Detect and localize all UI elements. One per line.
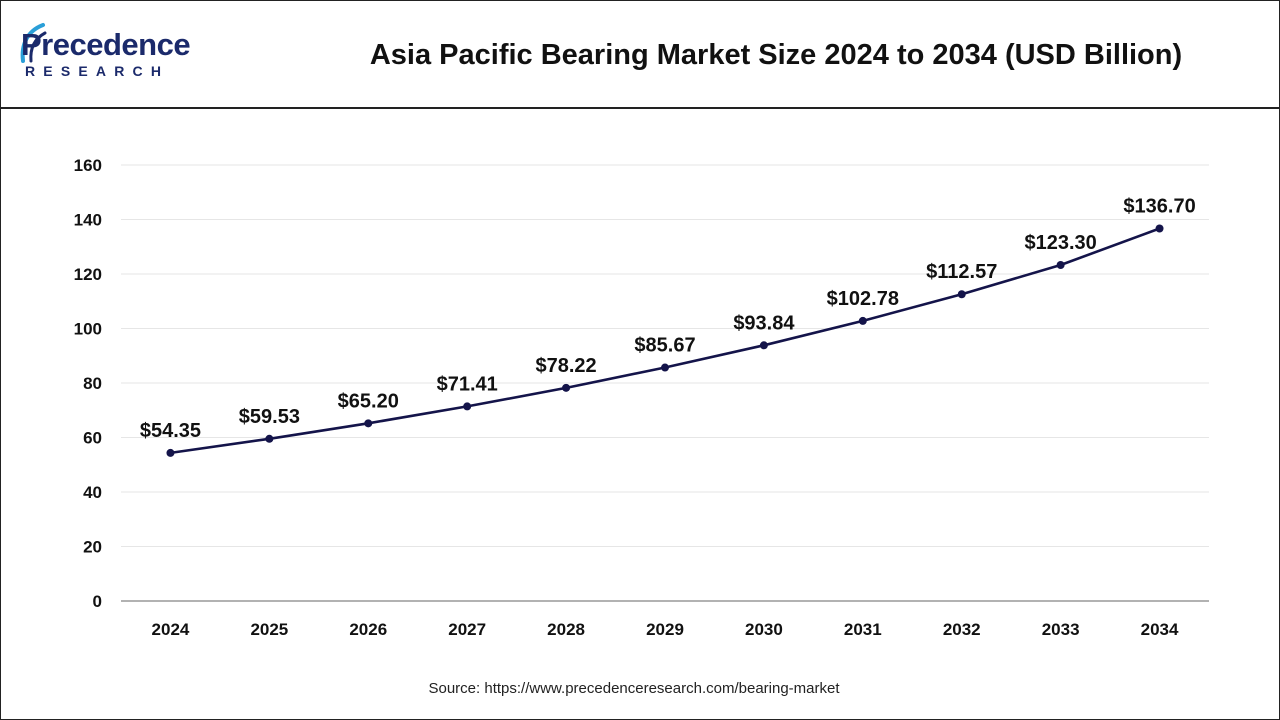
data-label: $102.78 xyxy=(827,288,899,310)
data-point xyxy=(265,434,274,443)
y-tick-label: 40 xyxy=(83,483,102,502)
data-point xyxy=(661,363,669,372)
data-point xyxy=(562,383,571,392)
x-tick-label: 2029 xyxy=(646,620,684,639)
data-label: $71.41 xyxy=(437,373,498,395)
chart-title: Asia Pacific Bearing Market Size 2024 to… xyxy=(369,39,1183,71)
data-point xyxy=(364,419,373,428)
axes: 0 20 40 60 80 100 120 140 160 2024 2025 2026 2027 202… xyxy=(74,156,1209,639)
data-point xyxy=(858,316,867,325)
header: Precedence RESEARCH Asia Pacific Bearing… xyxy=(1,1,1279,109)
x-tick-label: 2032 xyxy=(943,620,981,639)
y-tick-label: 100 xyxy=(74,320,102,339)
y-tick-label: 160 xyxy=(74,156,102,175)
logo-wordmark: Precedence xyxy=(21,27,191,62)
x-tick-label: 2028 xyxy=(547,620,585,639)
data-label: $54.35 xyxy=(140,420,201,442)
data-label: $59.53 xyxy=(239,406,300,428)
brand-logo: Precedence RESEARCH xyxy=(20,23,221,83)
x-tick-label: 2024 xyxy=(152,620,190,639)
data-label: $123.30 xyxy=(1024,232,1096,254)
x-tick-label: 2030 xyxy=(745,620,783,639)
data-label: $93.84 xyxy=(733,312,795,334)
data-point xyxy=(957,290,966,299)
line-chart: 0 20 40 60 80 100 120 140 160 2024 2025 2026 2027 202… xyxy=(74,156,1209,639)
source-note: Source: https://www.precedenceresearch.c… xyxy=(428,680,840,697)
logo-swoosh-icon xyxy=(20,23,47,63)
data-point xyxy=(1155,224,1164,233)
y-tick-label: 20 xyxy=(83,538,102,557)
logo-subtitle: RESEARCH xyxy=(25,63,170,79)
data-label: $85.67 xyxy=(634,335,695,357)
x-tick-label: 2027 xyxy=(448,620,486,639)
data-label: $112.57 xyxy=(926,261,997,283)
data-label: $65.20 xyxy=(338,390,399,412)
y-tick-label: 0 xyxy=(93,592,102,611)
data-point xyxy=(166,448,175,457)
data-point xyxy=(759,341,768,350)
series-line-layer xyxy=(166,224,1164,457)
y-tick-label: 60 xyxy=(83,429,102,448)
data-point xyxy=(463,402,472,411)
data-label: $78.22 xyxy=(536,355,597,377)
x-tick-label: 2026 xyxy=(349,620,387,639)
gridlines xyxy=(121,164,1209,547)
data-labels: $54.35 $59.53 $65.20 $71.41 $78.22 $85.67 $93.… xyxy=(140,195,1196,441)
y-tick-label: 140 xyxy=(74,211,102,230)
y-tick-label: 120 xyxy=(74,265,102,284)
x-tick-label: 2033 xyxy=(1042,620,1080,639)
data-point xyxy=(1056,261,1065,270)
x-tick-label: 2025 xyxy=(250,620,288,639)
x-tick-label: 2031 xyxy=(844,620,882,639)
x-tick-label: 2034 xyxy=(1141,620,1179,639)
y-tick-label: 80 xyxy=(83,374,102,393)
data-label: $136.70 xyxy=(1123,195,1195,217)
